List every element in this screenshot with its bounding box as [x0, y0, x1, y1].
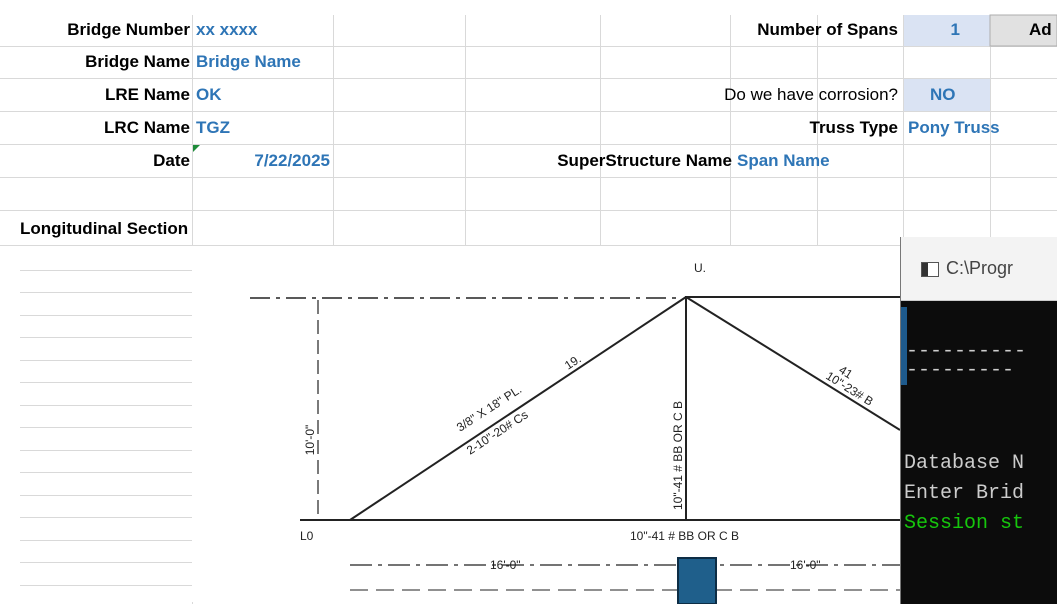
add-button[interactable]: Ad: [1029, 20, 1052, 40]
field-label: Truss Type: [810, 118, 899, 138]
console-window[interactable]: C:\Progr ---------- --------- Database N…: [900, 237, 1057, 604]
field-label: LRE Name: [105, 85, 190, 105]
field-value: TGZ: [196, 118, 230, 138]
console-titlebar: C:\Progr: [901, 237, 1057, 301]
drawing-label: 10"-41 # BB OR C B: [671, 401, 685, 510]
field-value: Pony Truss: [908, 118, 1000, 138]
drawing-label: 16'-0": [790, 558, 821, 572]
console-line: Database N: [904, 452, 1024, 475]
field-value: 7/22/2025: [254, 151, 330, 171]
field-value: OK: [196, 85, 222, 105]
field-value: 1: [951, 20, 960, 40]
console-line: Session st: [904, 512, 1024, 535]
drawing-label: 10'-0": [303, 425, 317, 456]
field-label: Date: [153, 151, 190, 171]
console-title: C:\Progr: [946, 258, 1013, 279]
field-label: Number of Spans: [757, 20, 898, 40]
field-label: SuperStructure Name: [557, 151, 732, 171]
section-title: Longitudinal Section: [20, 219, 188, 239]
field-label: LRC Name: [104, 118, 190, 138]
field-label: Bridge Name: [85, 52, 190, 72]
field-value: NO: [930, 85, 956, 105]
drawing-label: U.: [694, 261, 706, 275]
field-label: Bridge Number: [67, 20, 190, 40]
console-line: ---------: [906, 359, 1014, 382]
blue-marker: [678, 558, 716, 604]
console-icon: [921, 262, 939, 277]
drawing-label: L0: [300, 529, 314, 543]
drawing-label: 16'-0": [490, 558, 521, 572]
field-value: Span Name: [737, 151, 830, 171]
page: U. L0 3/8" X 18" PL. 2-10"-20# Cs 19. 10…: [0, 0, 1057, 604]
field-value: xx xxxx: [196, 20, 257, 40]
console-line: Enter Brid: [904, 482, 1024, 505]
drawing-label: 10"-41 # BB OR C B: [630, 529, 739, 543]
field-label: Do we have corrosion?: [724, 85, 898, 105]
field-value: Bridge Name: [196, 52, 301, 72]
